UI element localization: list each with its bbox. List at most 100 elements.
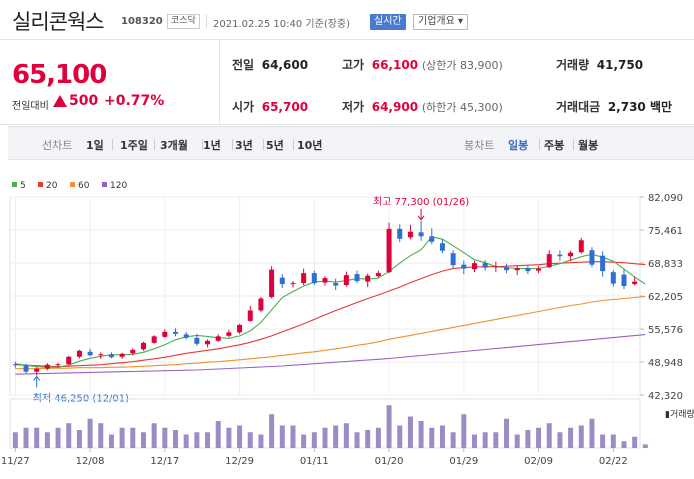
candle [610, 270, 616, 287]
candle [322, 276, 328, 286]
candle [546, 250, 552, 269]
x-tick-label: 01/29 [449, 456, 478, 467]
period-divider [539, 139, 540, 150]
candle-body [76, 350, 82, 357]
candle [87, 348, 93, 357]
volume-label: ▮거래량 [665, 408, 694, 420]
volume-bar [439, 425, 445, 448]
period-1d[interactable]: 1일 [86, 139, 104, 152]
candle-body [205, 340, 211, 345]
candle-body [108, 354, 114, 358]
company-info-dropdown[interactable]: 기업개요 ▾ [413, 14, 468, 30]
volume-bar [632, 436, 638, 448]
volume-bar [215, 421, 221, 448]
candle-body [215, 336, 221, 341]
stock-name: 실리콘웍스 [12, 10, 105, 34]
legend-swatch [70, 182, 75, 187]
open-price: 시가 65,700 [232, 98, 308, 115]
change-label: 전일대비 [12, 101, 49, 112]
volume-bar [450, 432, 456, 448]
period-3m[interactable]: 3개월 [160, 139, 188, 152]
period-1w[interactable]: 1주일 [120, 139, 148, 152]
candle [589, 247, 595, 268]
volume-bar [226, 427, 232, 448]
high-price: 고가 66,100 (상한가 83,900) [342, 56, 503, 73]
open-label: 시가 [232, 100, 255, 114]
candle [205, 339, 211, 348]
candle-chart-label: 봉차트 [464, 139, 495, 152]
candle-body [301, 273, 307, 284]
period-3y[interactable]: 3년 [235, 139, 253, 152]
candle-body [34, 368, 40, 372]
quote-divider [219, 40, 220, 125]
candle [194, 333, 200, 346]
volume-bar [87, 418, 93, 448]
candle [23, 363, 29, 374]
candle [12, 361, 18, 368]
candle [514, 266, 520, 276]
candle [55, 362, 61, 368]
candle-body [365, 275, 371, 282]
candle-daily[interactable]: 일봉 [508, 139, 529, 152]
header-divider [206, 14, 207, 28]
volume-bar [311, 432, 317, 448]
volume-bar [397, 425, 403, 448]
volume-bar [258, 434, 264, 448]
candle [482, 260, 488, 271]
candle [279, 274, 285, 289]
candle-body [493, 266, 499, 268]
period-5y[interactable]: 5년 [266, 139, 284, 152]
y-tick-label: 62,205 [648, 292, 683, 303]
volume-bar [34, 427, 40, 448]
volume-bar [525, 430, 531, 448]
candle [621, 269, 627, 290]
candle-body [450, 253, 456, 266]
volume-bar [407, 416, 413, 448]
realtime-button[interactable]: 실시간 [370, 14, 406, 30]
volume-bar [247, 432, 253, 448]
candle [343, 271, 349, 287]
volume-bar [461, 414, 467, 448]
period-1y[interactable]: 1년 [203, 139, 221, 152]
volume-bar [66, 423, 72, 448]
volume-bar [386, 405, 392, 448]
x-tick-label: 11/27 [1, 456, 30, 467]
candle [247, 305, 253, 322]
legend-label: 20 [46, 181, 58, 191]
candle-body [482, 263, 488, 268]
candle [429, 228, 435, 245]
candle [66, 355, 72, 365]
ma60-line [15, 295, 646, 370]
candle-weekly[interactable]: 주봉 [544, 139, 565, 152]
volume-bar [471, 434, 477, 448]
candle-body [514, 268, 520, 271]
period-divider [232, 139, 233, 150]
volume-label: 거래량 [556, 58, 590, 72]
y-tick-label: 55,576 [648, 325, 683, 336]
candle [397, 224, 403, 243]
candle [173, 328, 179, 337]
candle-body [610, 272, 616, 284]
x-tick-label: 12/17 [150, 456, 179, 467]
volume-bar [290, 425, 296, 448]
candle-body [386, 228, 392, 273]
candle-body [162, 331, 168, 337]
volume: 거래량 41,750 [556, 56, 643, 73]
x-tick-label: 02/09 [524, 456, 553, 467]
candle-body [23, 365, 29, 372]
volume-bar [375, 427, 381, 448]
candle [354, 270, 360, 284]
candle-body [322, 278, 328, 283]
period-10y[interactable]: 10년 [297, 139, 323, 152]
volume-bar [194, 432, 200, 448]
volume-bar [578, 425, 584, 448]
candle-monthly[interactable]: 월봉 [578, 139, 599, 152]
candle [407, 224, 413, 240]
candle-body [375, 273, 381, 277]
amount-label: 거래대금 [556, 100, 601, 114]
volume-bar [183, 434, 189, 448]
candle [493, 261, 499, 273]
volume-bar [269, 414, 275, 448]
candle [301, 268, 307, 286]
